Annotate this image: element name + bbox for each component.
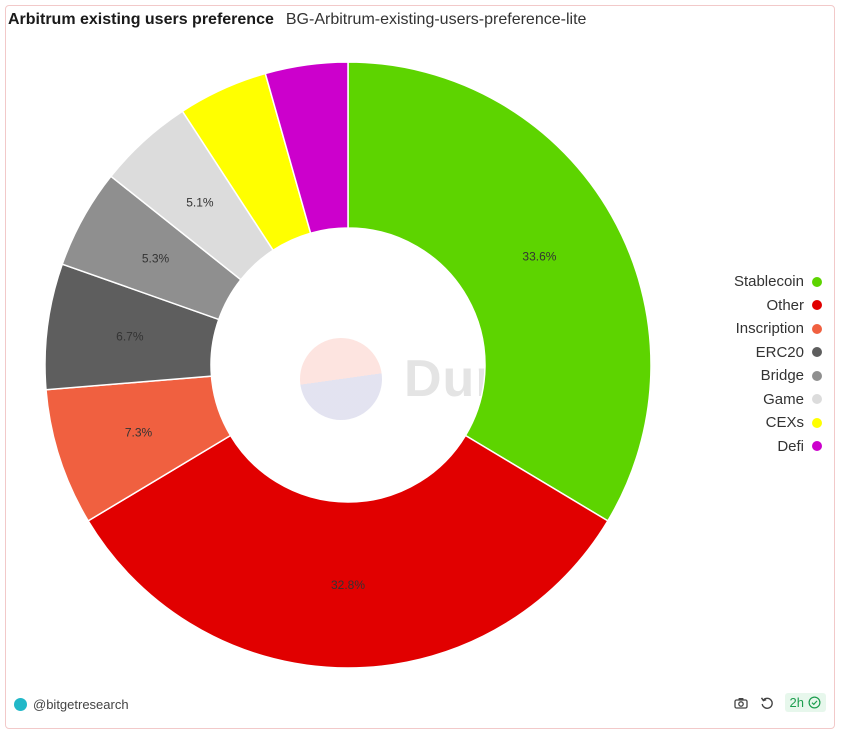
legend-item-erc20[interactable]: ERC20 xyxy=(756,343,822,363)
refresh-icon[interactable] xyxy=(759,695,775,711)
camera-icon[interactable] xyxy=(733,695,749,711)
footer-actions: 2h xyxy=(733,693,826,712)
author-handle[interactable]: @bitgetresearch xyxy=(33,697,129,712)
legend-label: Other xyxy=(766,296,804,314)
slice-label-game: 5.1% xyxy=(186,195,214,209)
legend-item-game[interactable]: Game xyxy=(763,390,822,410)
refresh-age-badge[interactable]: 2h xyxy=(784,693,826,712)
chart-subtitle: BG-Arbitrum-existing-users-preference-li… xyxy=(285,11,587,28)
slice-label-bridge: 5.3% xyxy=(142,251,170,265)
bitget-logo-icon xyxy=(14,698,27,711)
legend-swatch xyxy=(812,276,822,287)
slice-defi[interactable] xyxy=(264,61,349,235)
refresh-age: 2h xyxy=(789,695,804,710)
legend-item-defi[interactable]: Defi xyxy=(777,437,822,457)
legend-swatch xyxy=(812,323,822,334)
legend-swatch xyxy=(812,347,822,358)
legend-item-other[interactable]: Other xyxy=(766,296,822,316)
slice-stablecoin[interactable] xyxy=(347,61,652,522)
legend-label: Defi xyxy=(777,437,804,455)
chart-title: Arbitrum existing users preference xyxy=(8,11,274,28)
slice-label-stablecoin: 33.6% xyxy=(522,250,556,264)
legend-swatch xyxy=(812,441,822,452)
dune-logo-icon xyxy=(300,338,382,420)
legend-swatch xyxy=(812,394,822,405)
footer-author: @bitgetresearch xyxy=(14,697,129,712)
legend-label: ERC20 xyxy=(755,343,804,361)
legend-swatch xyxy=(812,300,822,311)
legend-swatch xyxy=(812,417,822,428)
legend-item-stablecoin[interactable]: Stablecoin xyxy=(734,272,822,292)
chart-legend: Stablecoin Other Inscription ERC20 Bridge Gam… xyxy=(734,272,822,456)
legend-label: CEXs xyxy=(765,414,804,432)
check-circle-icon xyxy=(808,696,821,709)
legend-label: Bridge xyxy=(760,367,804,385)
legend-swatch xyxy=(812,370,822,381)
legend-item-bridge[interactable]: Bridge xyxy=(761,366,822,386)
slice-label-erc20: 6.7% xyxy=(116,330,144,344)
chart-header: Arbitrum existing users preference BG-Ar… xyxy=(8,11,586,29)
legend-item-inscription[interactable]: Inscription xyxy=(736,319,822,339)
legend-label: Inscription xyxy=(735,320,804,338)
legend-item-cexs[interactable]: CEXs xyxy=(766,413,822,433)
slice-label-inscription: 7.3% xyxy=(125,425,153,439)
slice-label-other: 32.8% xyxy=(331,578,365,592)
legend-label: Stablecoin xyxy=(733,273,804,291)
slice-other[interactable] xyxy=(87,434,609,669)
legend-label: Game xyxy=(763,390,804,408)
